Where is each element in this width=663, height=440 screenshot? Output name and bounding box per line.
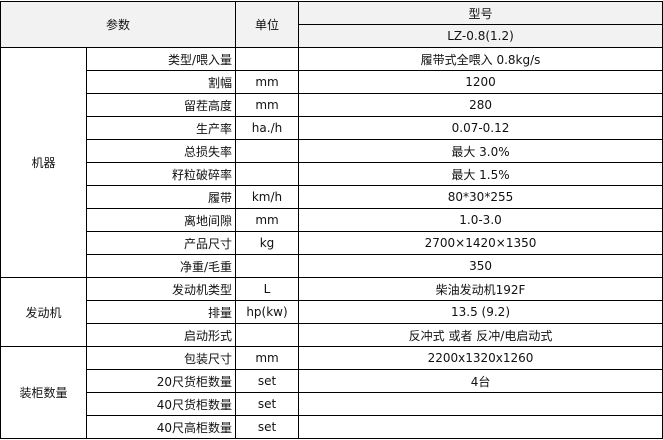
unit-cell: [235, 162, 300, 186]
table-row: 启动形式 反冲式 或者 反冲/电启动式: [1, 323, 663, 347]
param-cell: 留茬高度: [85, 93, 237, 117]
unit-cell: [235, 323, 300, 347]
value-cell: 13.5 (9.2): [298, 300, 663, 324]
table-row: 籽粒破碎率 最大 1.5%: [1, 162, 663, 186]
table-row: 排量 hp(kw) 13.5 (9.2): [1, 300, 663, 324]
value-cell: 2700×1420×1350: [298, 231, 663, 255]
header-row-model: LZ-0.8(1.2): [1, 24, 663, 48]
value-cell: 0.07-0.12: [298, 116, 663, 140]
unit-cell: [235, 47, 300, 71]
unit-cell: kg: [235, 231, 300, 255]
param-cell: 40尺高柜数量: [85, 415, 237, 439]
unit-cell: [235, 254, 300, 278]
unit-cell: mm: [235, 93, 300, 117]
value-cell: [298, 392, 663, 416]
param-cell: 40尺货柜数量: [85, 392, 237, 416]
table-row: 40尺高柜数量 set: [1, 415, 663, 439]
group-label: 发动机: [0, 277, 87, 347]
param-cell: 20尺货柜数量: [85, 369, 237, 393]
value-cell: [298, 415, 663, 439]
param-cell: 净重/毛重: [85, 254, 237, 278]
param-cell: 排量: [85, 300, 237, 324]
model-header: 型号: [298, 1, 663, 25]
table-row: 生产率 ha./h 0.07-0.12: [1, 116, 663, 140]
value-cell: 反冲式 或者 反冲/电启动式: [298, 323, 663, 347]
table-row: 离地间隙 mm 1.0-3.0: [1, 208, 663, 232]
value-cell: 1.0-3.0: [298, 208, 663, 232]
table-row: 产品尺寸 kg 2700×1420×1350: [1, 231, 663, 255]
param-cell: 履带: [85, 185, 237, 209]
unit-cell: [235, 139, 300, 163]
param-cell: 包装尺寸: [85, 346, 237, 370]
value-cell: 最大 3.0%: [298, 139, 663, 163]
value-cell: 80*30*255: [298, 185, 663, 209]
table-row: 发动机 发动机类型 L 柴油发动机192F: [0, 277, 663, 347]
unit-cell: mm: [235, 70, 300, 94]
table-row: 装柜数量 包装尺寸 mm 2200x1320x1260: [0, 346, 663, 439]
unit-header: 单位: [235, 1, 300, 48]
unit-cell: mm: [235, 346, 300, 370]
param-cell: 类型/喂入量: [85, 47, 237, 71]
value-cell: 1200: [298, 70, 663, 94]
unit-cell: set: [235, 415, 300, 439]
table-row: 履带 km/h 80*30*255: [1, 185, 663, 209]
param-cell: 割幅: [85, 70, 237, 94]
model-value: LZ-0.8(1.2): [298, 24, 663, 48]
value-cell: 280: [298, 93, 663, 117]
value-cell: 履带式全喂入 0.8kg/s: [298, 47, 663, 71]
param-cell: 启动形式: [85, 323, 237, 347]
param-cell: 发动机类型: [85, 277, 237, 301]
value-cell: 4台: [298, 369, 663, 393]
param-cell: 籽粒破碎率: [85, 162, 237, 186]
unit-cell: mm: [235, 208, 300, 232]
table-row: 20尺货柜数量 set 4台: [1, 369, 663, 393]
value-cell: 2200x1320x1260: [298, 346, 663, 370]
unit-cell: L: [235, 277, 300, 301]
table-row: 总损失率 最大 3.0%: [1, 139, 663, 163]
value-cell: 柴油发动机192F: [298, 277, 663, 301]
param-cell: 产品尺寸: [85, 231, 237, 255]
param-cell: 生产率: [85, 116, 237, 140]
table-row: 净重/毛重 350: [1, 254, 663, 278]
table-row: 机器 类型/喂入量 履带式全喂入 0.8kg/s: [0, 47, 663, 278]
unit-cell: hp(kw): [235, 300, 300, 324]
param-cell: 总损失率: [85, 139, 237, 163]
value-cell: 350: [298, 254, 663, 278]
header-row: 参数 单位 型号: [0, 1, 663, 48]
table-row: 割幅 mm 1200: [1, 70, 663, 94]
group-label: 装柜数量: [0, 346, 87, 439]
table-row: 留茬高度 mm 280: [1, 93, 663, 117]
unit-cell: set: [235, 369, 300, 393]
table-row: 40尺货柜数量 set: [1, 392, 663, 416]
unit-cell: set: [235, 392, 300, 416]
value-cell: 最大 1.5%: [298, 162, 663, 186]
group-label: 机器: [0, 47, 87, 278]
unit-cell: ha./h: [235, 116, 300, 140]
param-header: 参数: [0, 1, 237, 48]
table-body: 机器 类型/喂入量 履带式全喂入 0.8kg/s 割幅 mm 1200 留茬高度 mm 280 生…: [0, 47, 663, 439]
param-cell: 离地间隙: [85, 208, 237, 232]
unit-cell: km/h: [235, 185, 300, 209]
